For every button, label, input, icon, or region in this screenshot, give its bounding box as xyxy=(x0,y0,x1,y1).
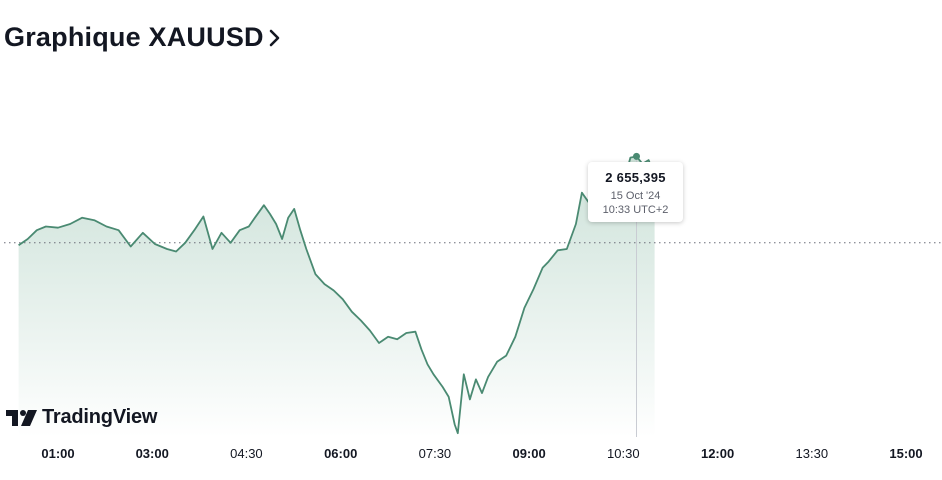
tooltip-time: 10:33 UTC+2 xyxy=(602,204,669,216)
x-tick-label: 15:00 xyxy=(889,446,922,461)
price-line xyxy=(18,155,656,435)
x-tick-label: 10:30 xyxy=(607,446,640,461)
x-tick-label: 03:00 xyxy=(136,446,169,461)
tradingview-logo-icon xyxy=(6,409,37,426)
tradingview-brand[interactable]: TradingView xyxy=(6,406,157,429)
tooltip-date: 15 Oct '24 xyxy=(610,190,661,202)
x-tick-label: 07:30 xyxy=(419,446,452,461)
x-tick-label: 04:30 xyxy=(230,446,263,461)
brand-name: TradingView xyxy=(42,406,158,428)
chevron-right-icon xyxy=(269,29,280,46)
x-tick-label: 01:00 xyxy=(41,446,74,461)
x-axis: 01:00 03:00 04:30 06:00 07:30 09:00 10:30 12:00… xyxy=(41,446,922,461)
x-tick-label: 13:30 xyxy=(796,446,829,461)
price-tooltip: 2 655,395 15 Oct '24 10:33 UTC+2 xyxy=(588,162,683,222)
chart-header[interactable]: Graphique XAUUSD xyxy=(4,22,281,53)
price-area-fill xyxy=(18,156,655,437)
chart-title: Graphique XAUUSD xyxy=(4,22,264,52)
x-tick-label: 12:00 xyxy=(701,446,734,461)
x-tick-label: 06:00 xyxy=(324,446,357,461)
x-tick-label: 09:00 xyxy=(512,446,545,461)
tooltip-price: 2 655,395 xyxy=(605,170,666,185)
hover-point xyxy=(633,152,640,160)
